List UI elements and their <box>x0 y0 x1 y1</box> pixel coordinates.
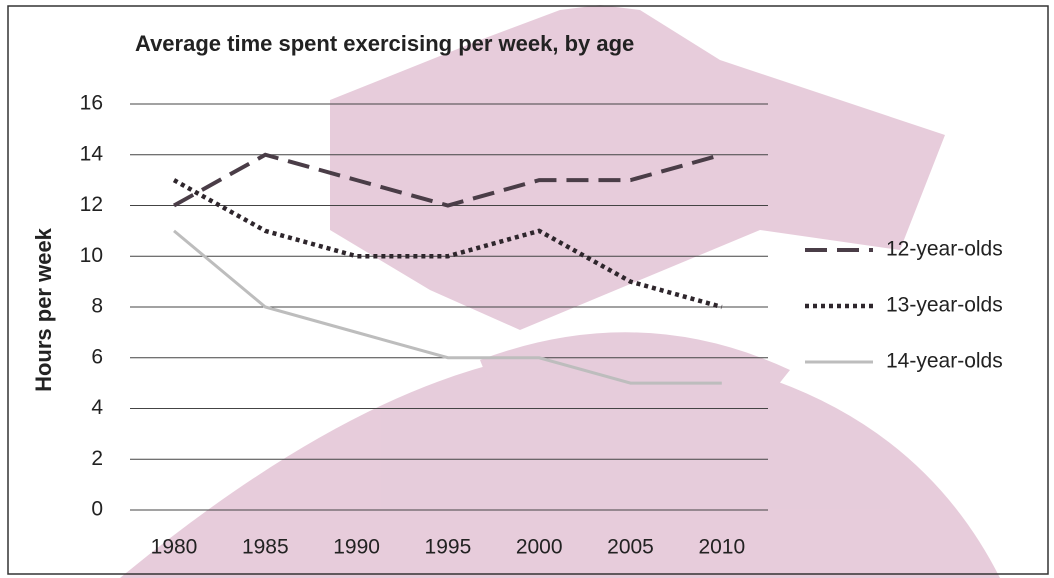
frame <box>7 5 1049 575</box>
y-tick-label: 2 <box>91 447 103 470</box>
y-tick-label: 8 <box>91 295 103 318</box>
legend-label: 13-year-olds <box>886 294 1003 317</box>
watermark-shape <box>480 332 790 395</box>
y-tick-label: 6 <box>91 345 103 368</box>
series-line <box>172 178 723 310</box>
watermark-shape <box>330 5 945 330</box>
x-tick-label: 2000 <box>516 536 563 559</box>
y-tick-label: 10 <box>80 244 103 267</box>
y-tick-label: 16 <box>80 92 103 115</box>
y-tick-label: 14 <box>80 142 104 165</box>
legend-label: 12-year-olds <box>886 238 1003 261</box>
x-tick-label: 1990 <box>333 536 380 559</box>
series-line <box>173 229 722 385</box>
x-tick-label: 1985 <box>242 536 289 559</box>
y-axis-label: Hours per week <box>31 227 56 392</box>
x-tick-label: 1980 <box>151 536 198 559</box>
x-tick-label: 2010 <box>698 536 745 559</box>
x-tick-label: 2005 <box>607 536 654 559</box>
y-tick-label: 4 <box>91 396 103 419</box>
watermark-shape <box>120 348 1000 578</box>
y-tick-label: 0 <box>91 498 103 521</box>
y-tick-label: 12 <box>80 193 103 216</box>
x-tick-label: 1995 <box>425 536 472 559</box>
legend-label: 14-year-olds <box>886 350 1003 373</box>
chart-title: Average time spent exercising per week, … <box>135 31 634 56</box>
watermark <box>120 5 1000 578</box>
series-line <box>173 152 723 208</box>
